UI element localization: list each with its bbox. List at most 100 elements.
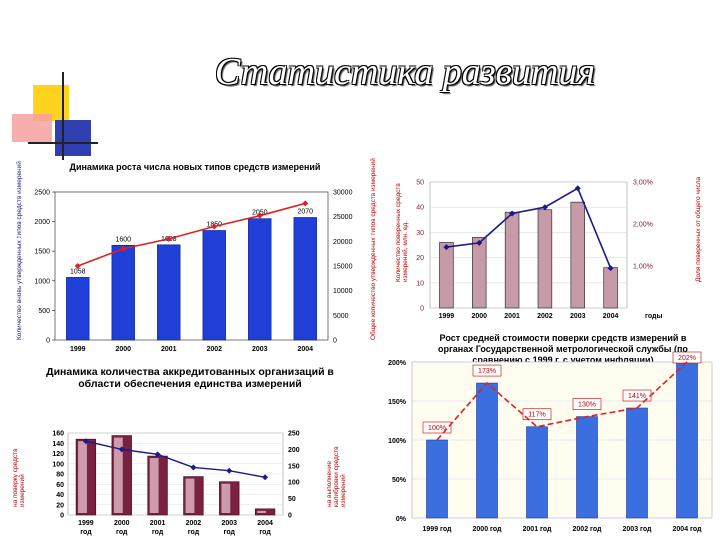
chart3-bar [676,361,698,519]
chart1-ytick-label: 0 [46,338,50,345]
chart1-ytick-label: 500 [38,308,50,315]
chart3-bar-label: 141% [628,393,646,400]
chart4-xtick-label: 2001 [150,520,166,527]
chart3-xtick-label: 2004 год [673,526,703,533]
chart2-panel: 0 10 20 30 40 50 1,00% 2,00% 3,00% 1999 2000 2001 20… [395,170,715,320]
chart1-y2tick-label: 10000 [333,288,353,295]
chart3-label-box [422,421,452,434]
chart3-bar-label: 117% [528,412,545,419]
chart2-bar [537,209,553,309]
chart2-xtick-label: 2004 [603,313,619,320]
chart1-plot-area [54,191,329,341]
chart4-line-point [154,451,161,458]
chart1-ytick-label: 1000 [34,278,50,285]
chart1-y2tick-label: 0 [333,338,337,345]
chart1-xtick-label: 2003 [252,346,268,353]
chart1-total-line [77,202,306,267]
chart1-bar [248,218,272,341]
chart1-panel: Динамика роста числа новых типов средств… [10,158,385,360]
chart1-y2label: Общее количество утвержденных типов сред… [370,158,377,340]
chart4-bar-highlight [113,437,123,513]
chart3-label-box [572,398,602,410]
chart2-x-suffix: годы [645,313,662,320]
chart4-y2tick-label: 0 [288,513,292,520]
chart2-bar [570,201,585,309]
chart2-bar [504,211,520,309]
chart4-ytick-label: 40 [56,492,64,499]
chart2-xtick-label: 1999 [439,313,455,320]
chart1-bar-label: 2070 [297,208,313,215]
chart3-ytick-label: 150% [388,399,407,406]
chart3-xtick-label: 1999 год [423,526,453,533]
chart1-ytick-label: 1500 [34,249,50,256]
chart1-y2tick-label: 20000 [333,239,353,246]
chart4-y2tick-label: 250 [288,431,300,438]
chart2-share-line [446,187,612,269]
chart2-ytick-label: 50 [416,180,424,187]
chart4-y2tick-label: 150 [288,463,300,470]
chart2-y2tick-label: 2,00% [633,222,653,229]
chart4-bar-highlight [185,478,195,513]
chart4-ytick-label: 140 [52,441,64,448]
chart1-bar [202,230,226,341]
chart1-ytick-label: 2000 [34,219,50,226]
chart3-label-box [522,408,552,421]
chart3-bar [476,382,498,519]
chart3-label-box [472,364,502,377]
chart3-bar [426,439,448,519]
chart4-y2tick-label: 100 [288,480,300,487]
slide-title: Статистика развития [214,51,596,93]
chart1-line-point [256,212,263,219]
chart4-xtick-label: 2003 [221,520,237,527]
chart1-y2tick-label: 15000 [333,264,353,271]
chart4-xtick-label: год [116,529,128,536]
chart1-title: Динамика роста числа новых типов средств… [69,162,321,172]
chart1-line-point [211,223,218,230]
chart1-bar [293,217,317,341]
chart4-bar-highlight [221,483,231,513]
chart2-y2label: Доля поверенных от общего числа [695,176,702,282]
chart4-xtick-label: 2002 [186,520,202,527]
chart4-ytick-label: 120 [52,451,64,458]
deco-vertical-line [62,72,64,160]
chart4-title: Динамика количества аккредитованных орга… [46,366,334,390]
chart2-xtick-label: 2002 [537,313,553,320]
chart4-y2tick-label: 200 [288,447,300,454]
chart2-ytick-label: 0 [420,306,424,313]
chart2-xtick-label: 2001 [504,313,520,320]
chart4-bar-highlight [149,458,159,513]
chart4-bar-highlight [78,441,87,513]
chart2-ytick-label: 30 [416,230,424,237]
chart4-line-point [190,464,197,471]
chart2-line-point [509,210,516,217]
deco-blue-square [55,120,91,156]
chart3-title: Рост средней стоимости поверки средств и… [438,333,688,365]
chart4-y2tick-label: 50 [288,496,296,503]
chart4-xtick-label: год [188,529,200,536]
chart2-ytick-label: 40 [416,205,424,212]
chart3-xtick-label: 2003 год [623,526,653,533]
chart1-line-point [120,245,127,252]
chart4-calibration-line [85,440,266,478]
chart4-panel: 0 20 40 60 80 100 120 140 160 0 50 100 150 200 250 1999… [10,425,355,540]
chart4-line-point [118,446,125,453]
chart1-line-point [74,263,81,269]
chart3-xtick-label: 2002 год [573,526,603,533]
chart4-ytick-label: 80 [56,472,64,479]
chart4-ytick-label: 60 [56,482,64,489]
chart4-xtick-label: 2000 [114,520,130,527]
chart2-line-point [574,185,581,192]
chart2-line-point [607,265,614,272]
chart1-y2tick-label: 25000 [333,214,353,221]
chart3-bar-label: 100% [428,425,446,432]
chart1-bar-label: 1600 [115,236,131,243]
chart2-bar [603,267,618,309]
chart2-xtick-label: 2000 [471,313,487,320]
chart1-line-point [165,235,172,242]
chart4-ylabel: на поверку средств измерений [12,448,26,507]
chart2-ylabel: Количество поверенных средств измерений,… [395,183,409,282]
chart2-y2tick-label: 1,00% [633,264,653,271]
chart2-line-point [443,244,450,251]
chart3-panel: 0% 50% 100% 150% 200% 1999 год 100% 2000 год 173… [372,351,717,540]
chart3-ytick-label: 100% [388,438,407,445]
